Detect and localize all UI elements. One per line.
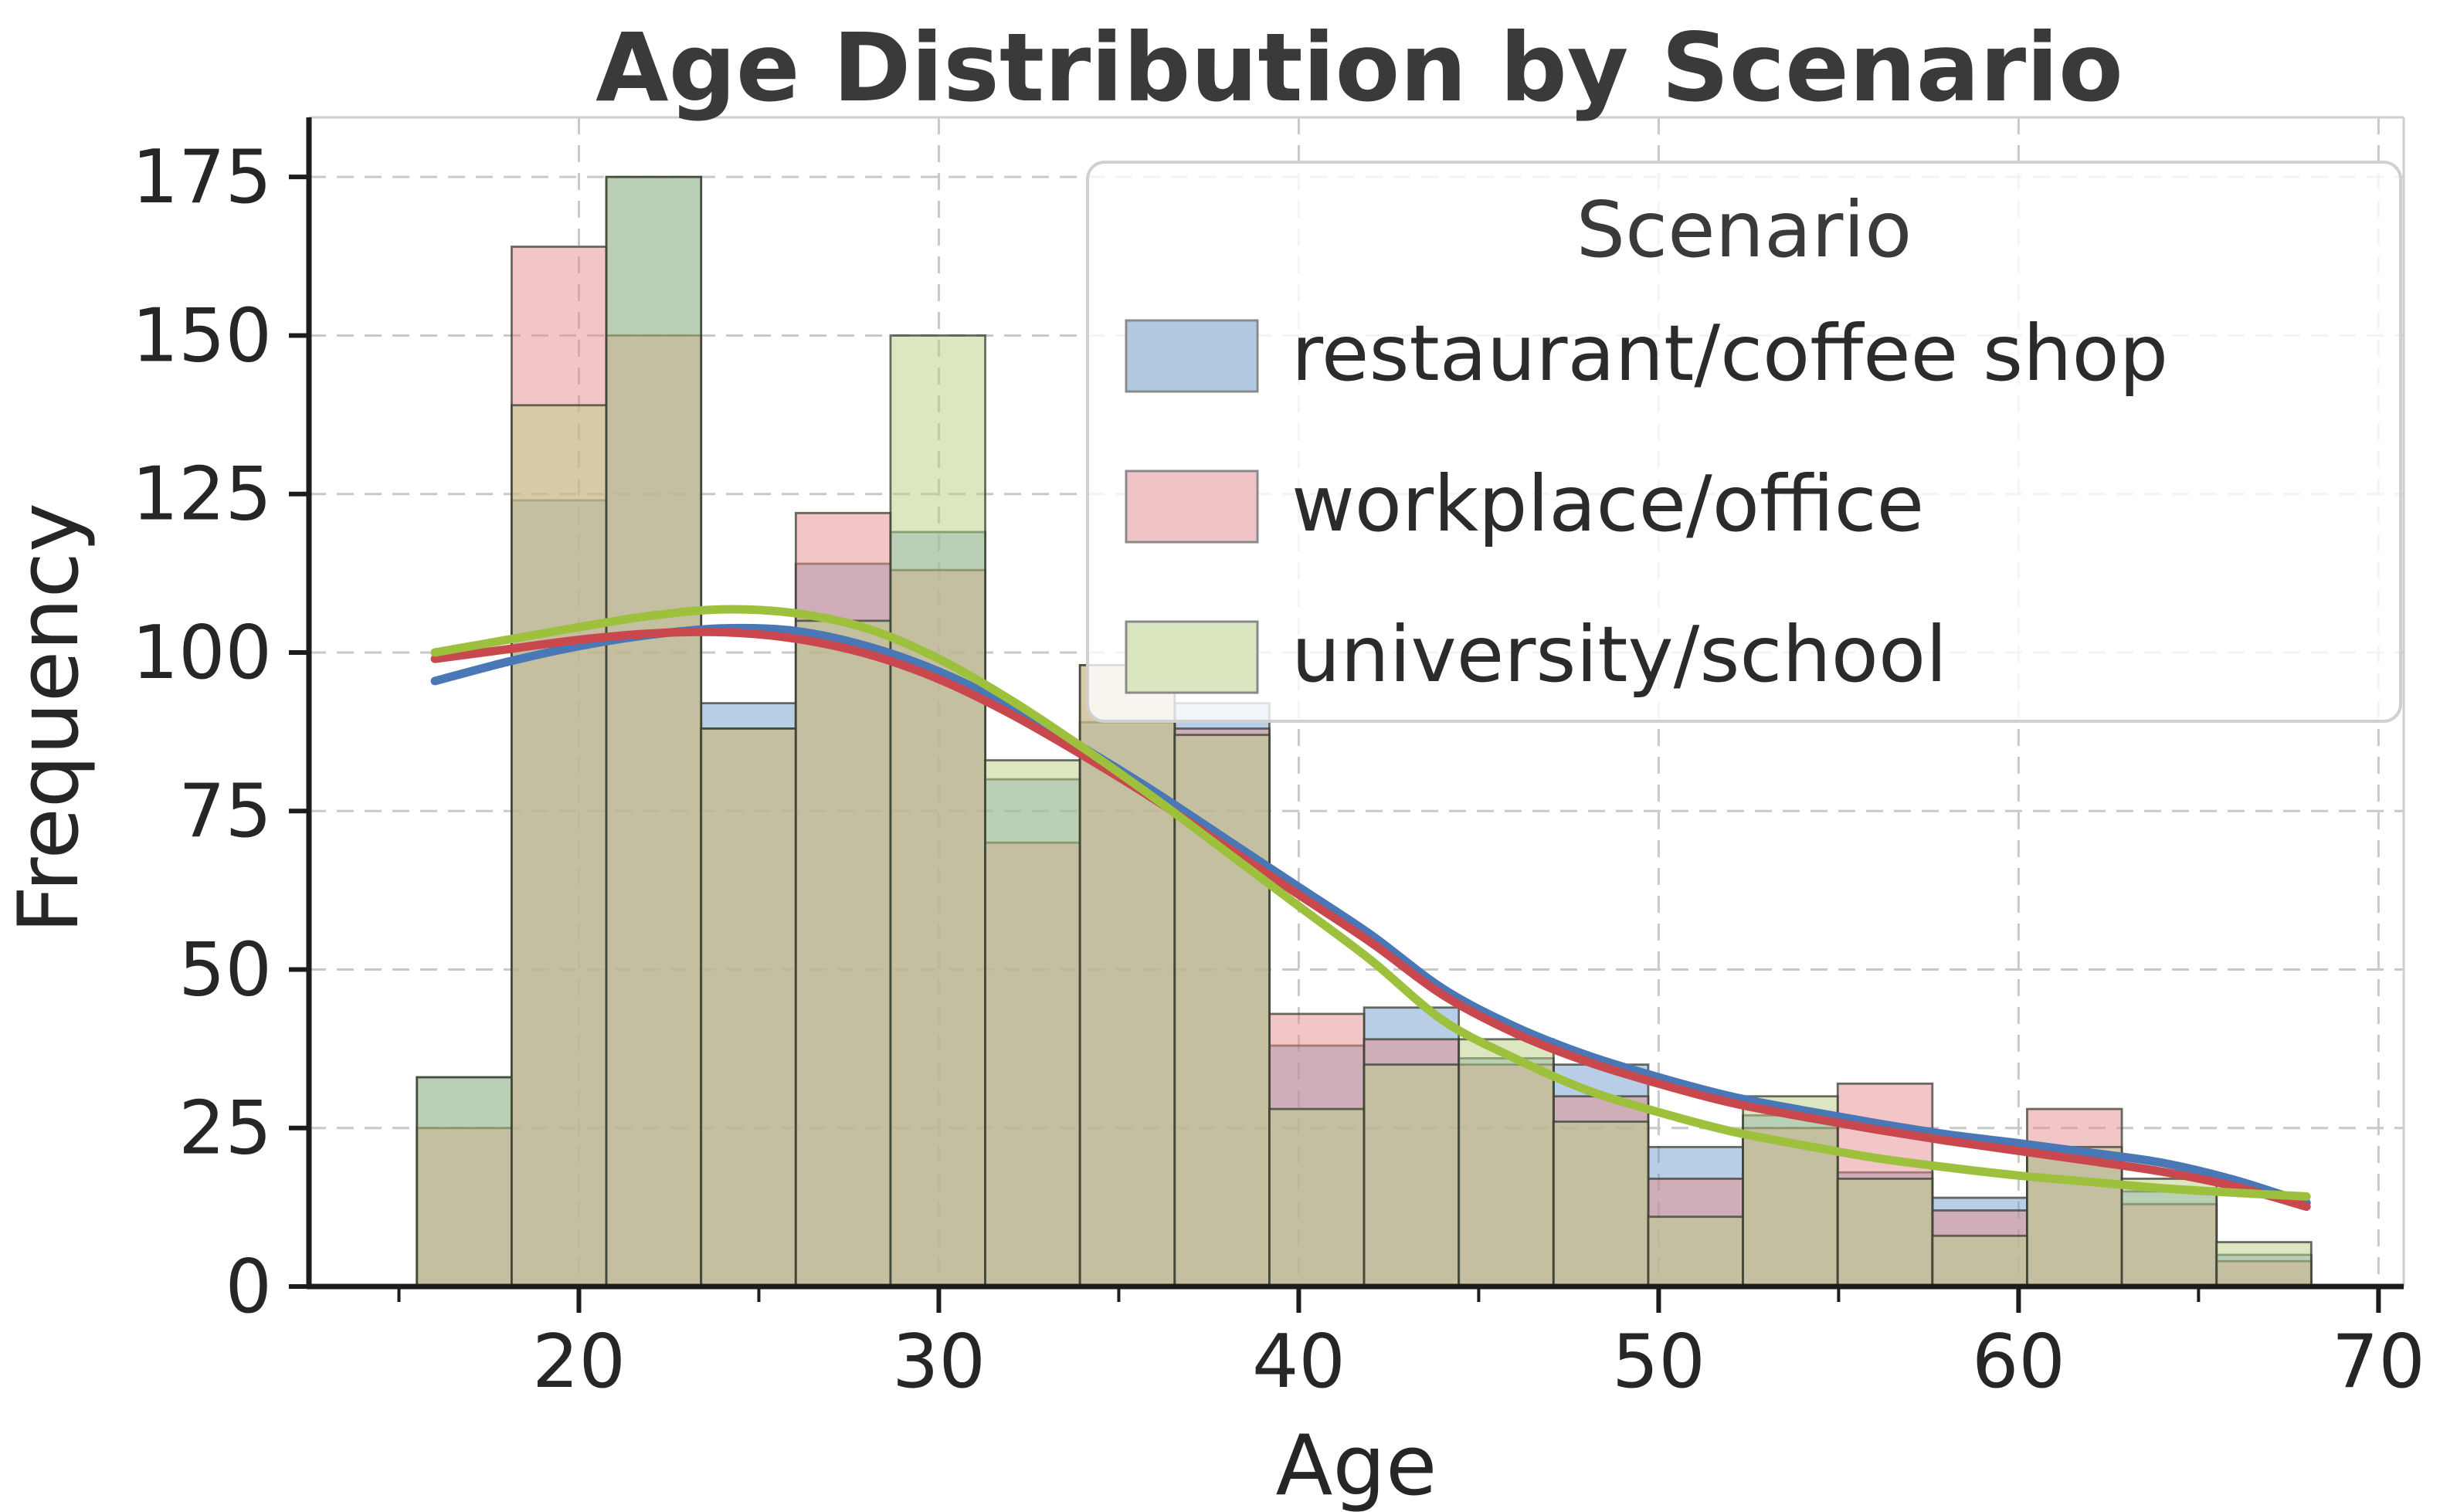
kde-curve bbox=[430, 605, 2311, 1201]
histogram-bar bbox=[1268, 1107, 1366, 1288]
y-axis-label: Frequency bbox=[1, 503, 97, 934]
y-tick-label: 150 bbox=[132, 293, 272, 378]
histogram-bar bbox=[1078, 663, 1176, 1288]
histogram-bar bbox=[1742, 1095, 1839, 1288]
x-tick-label: 60 bbox=[1972, 1320, 2065, 1405]
histogram-bar bbox=[889, 334, 986, 1288]
legend-item-label: restaurant/coffee shop bbox=[1291, 308, 2168, 398]
kde-curve bbox=[430, 623, 2311, 1208]
legend-item-label: workplace/office bbox=[1291, 459, 1924, 549]
histogram-bar bbox=[700, 727, 797, 1288]
histogram-bar bbox=[1647, 1215, 1744, 1288]
y-tick-label: 50 bbox=[178, 927, 272, 1012]
histogram-bar bbox=[416, 1076, 513, 1288]
histogram-bar bbox=[605, 175, 703, 1288]
legend: Scenario restaurant/coffee shop workplace/… bbox=[1086, 161, 2402, 723]
histogram-bar bbox=[2120, 1178, 2218, 1288]
x-tick-label: 50 bbox=[1612, 1320, 1705, 1405]
legend-box bbox=[1086, 161, 2402, 723]
kde-curve bbox=[430, 627, 2311, 1212]
histogram-bar bbox=[794, 619, 892, 1288]
histogram-bar bbox=[1458, 1038, 1555, 1288]
histogram-bar bbox=[2026, 1145, 2123, 1288]
y-tick-label: 100 bbox=[132, 611, 272, 696]
x-tick-label: 70 bbox=[2332, 1320, 2425, 1405]
histogram-bars-layer bbox=[416, 175, 2313, 1288]
chart-title: Age Distribution by Scenario bbox=[596, 13, 2123, 123]
x-tick-label: 30 bbox=[892, 1320, 986, 1405]
y-tick-label: 75 bbox=[178, 769, 272, 854]
kde-curves-layer bbox=[430, 605, 2311, 1212]
histogram-bar bbox=[1552, 1120, 1650, 1288]
legend-item-label: university/school bbox=[1291, 609, 1947, 700]
x-tick-label: 40 bbox=[1252, 1320, 1346, 1405]
y-tick-label: 25 bbox=[178, 1087, 272, 1171]
histogram-bar bbox=[1931, 1234, 2028, 1288]
x-tick-label: 20 bbox=[532, 1320, 626, 1405]
y-tick-label: 125 bbox=[132, 453, 272, 537]
histogram-bar bbox=[1363, 1063, 1461, 1288]
histogram-bar bbox=[511, 404, 608, 1288]
x-axis-label: Age bbox=[1276, 1418, 1437, 1512]
legend-swatch bbox=[1125, 319, 1259, 393]
y-tick-label: 175 bbox=[132, 135, 272, 220]
histogram-bar bbox=[984, 759, 1081, 1288]
histogram-bar bbox=[1836, 1178, 1934, 1288]
histogram-bar bbox=[2215, 1241, 2313, 1288]
legend-swatch bbox=[1125, 470, 1259, 544]
legend-swatch bbox=[1125, 620, 1259, 694]
y-tick-label: 0 bbox=[226, 1245, 272, 1330]
legend-title: Scenario bbox=[1576, 185, 1912, 275]
axes-layer: 0 25 50 75 100 125 150 175 20 30 40 50 60 70 bbox=[132, 116, 2425, 1405]
